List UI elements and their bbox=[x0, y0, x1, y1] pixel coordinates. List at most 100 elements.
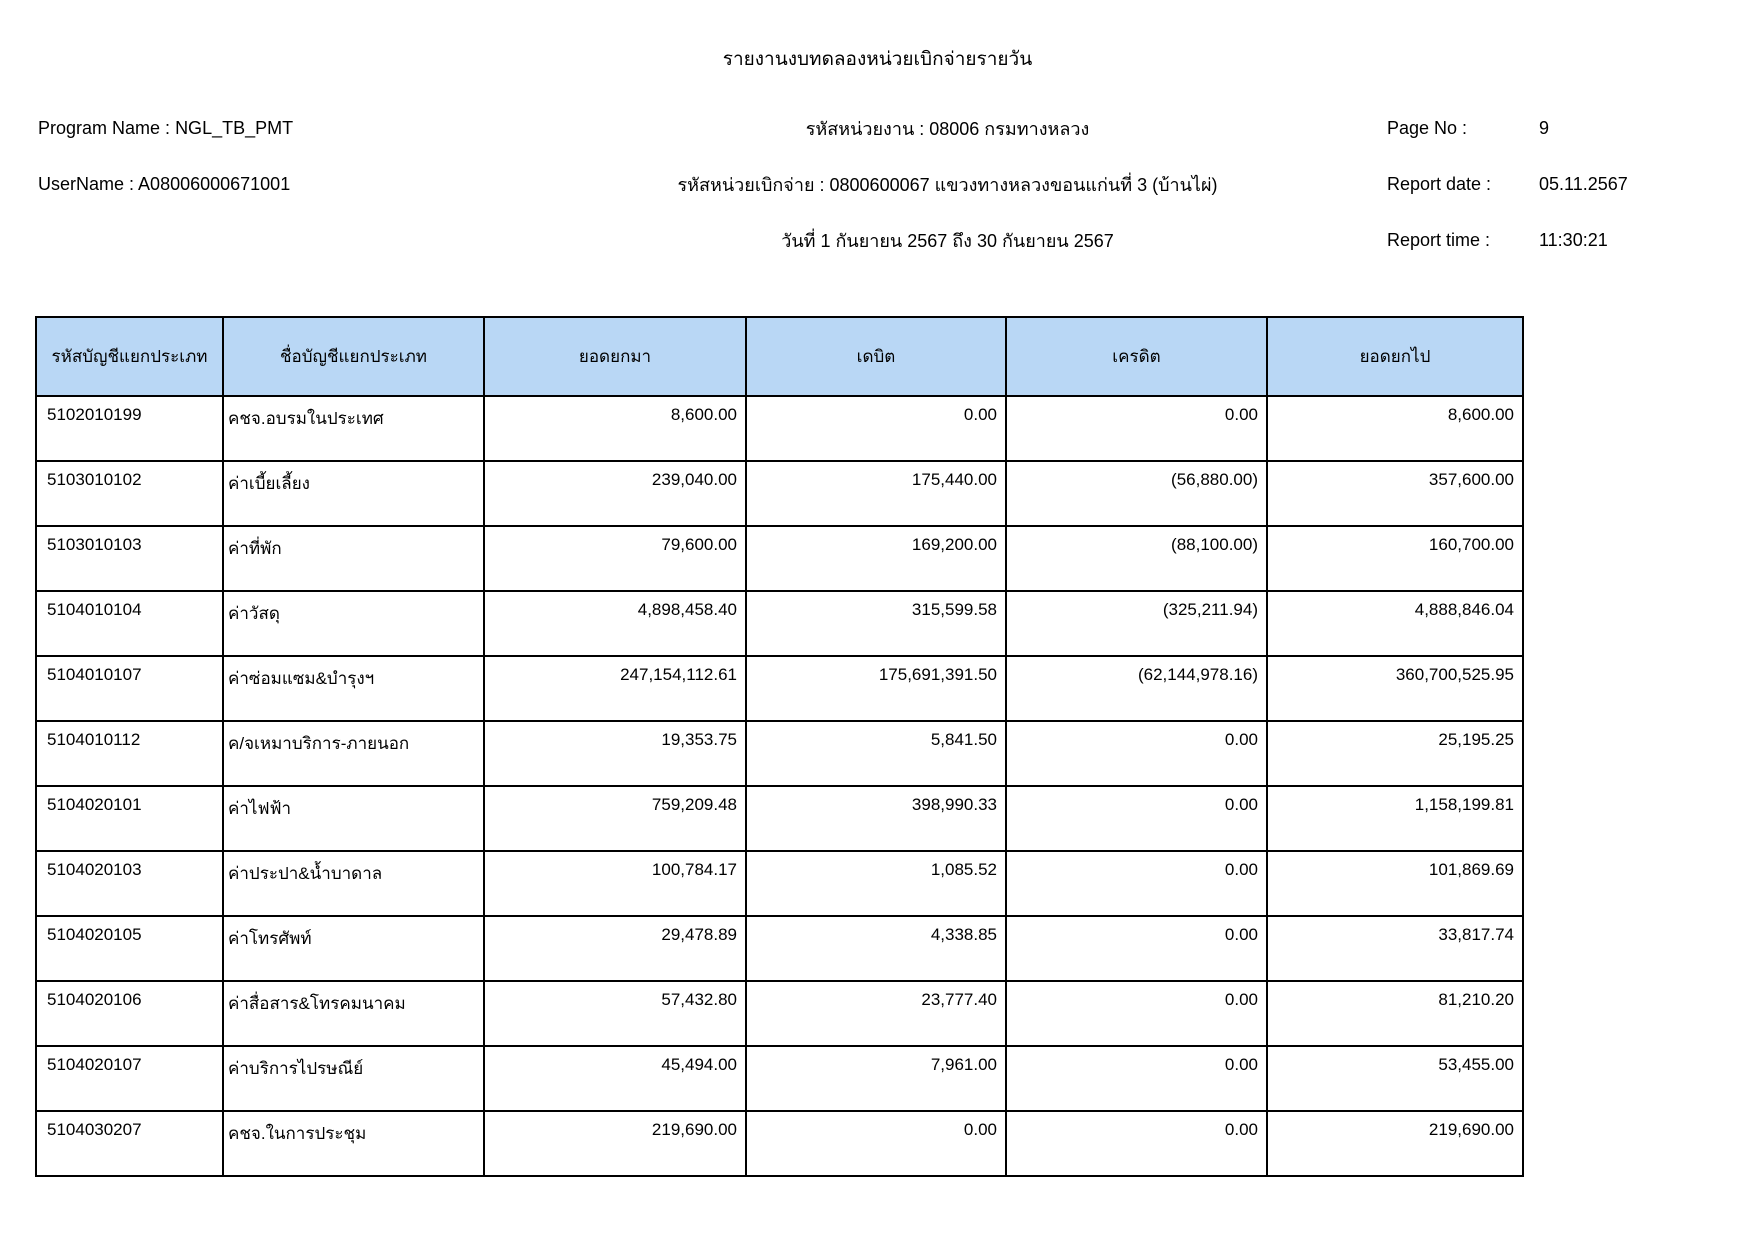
col-header-account-code: รหัสบัญชีแยกประเภท bbox=[35, 316, 224, 397]
account-code-cell: 5104020103 bbox=[35, 850, 224, 917]
carry-forward-cell: 79,600.00 bbox=[483, 525, 747, 592]
carry-forward-cell: 4,898,458.40 bbox=[483, 590, 747, 657]
debit-cell: 398,990.33 bbox=[745, 785, 1007, 852]
table-row: 5104030207 คชจ.ในการประชุม 219,690.00 0.00 0… bbox=[35, 1110, 1524, 1177]
debit-cell: 23,777.40 bbox=[745, 980, 1007, 1047]
meta-row-2: UserName : A08006000671001 รหัสหน่วยเบิก… bbox=[38, 156, 1717, 212]
account-name-cell: ค่าไฟฟ้า bbox=[222, 785, 485, 852]
account-name-cell: ค่าสื่อสาร&โทรคมนาคม bbox=[222, 980, 485, 1047]
account-code-cell: 5103010103 bbox=[35, 525, 224, 592]
table-row: 5104010112 ค/จเหมาบริการ-ภายนอก 19,353.75 5… bbox=[35, 720, 1524, 787]
table-body: 5102010199 คชจ.อบรมในประเทศ 8,600.00 0.00 0.… bbox=[35, 395, 1524, 1177]
account-code-cell: 5104020106 bbox=[35, 980, 224, 1047]
carry-forward-cell: 239,040.00 bbox=[483, 460, 747, 527]
balance-cell: 219,690.00 bbox=[1266, 1110, 1524, 1177]
carry-forward-cell: 8,600.00 bbox=[483, 395, 747, 462]
username-line: UserName : A08006000671001 bbox=[38, 174, 508, 195]
disburse-unit-line: รหัสหน่วยเบิกจ่าย : 0800600067 แขวงทางหล… bbox=[677, 174, 1218, 195]
carry-forward-cell: 19,353.75 bbox=[483, 720, 747, 787]
debit-cell: 175,691,391.50 bbox=[745, 655, 1007, 722]
balance-cell: 357,600.00 bbox=[1266, 460, 1524, 527]
account-code-cell: 5104020101 bbox=[35, 785, 224, 852]
credit-cell: 0.00 bbox=[1005, 850, 1268, 917]
account-code-cell: 5104010112 bbox=[35, 720, 224, 787]
balance-cell: 101,869.69 bbox=[1266, 850, 1524, 917]
table-row: 5104020105 ค่าโทรศัพท์ 29,478.89 4,338.85 0.… bbox=[35, 915, 1524, 982]
carry-forward-cell: 247,154,112.61 bbox=[483, 655, 747, 722]
table-row: 5103010103 ค่าที่พัก 79,600.00 169,200.00 (8… bbox=[35, 525, 1524, 592]
credit-cell: (56,880.00) bbox=[1005, 460, 1268, 527]
credit-cell: 0.00 bbox=[1005, 720, 1268, 787]
account-code-cell: 5104010104 bbox=[35, 590, 224, 657]
debit-cell: 315,599.58 bbox=[745, 590, 1007, 657]
account-code-cell: 5104010107 bbox=[35, 655, 224, 722]
account-code-cell: 5104030207 bbox=[35, 1110, 224, 1177]
balance-cell: 1,158,199.81 bbox=[1266, 785, 1524, 852]
debit-cell: 175,440.00 bbox=[745, 460, 1007, 527]
credit-cell: 0.00 bbox=[1005, 1045, 1268, 1112]
table-row: 5104020106 ค่าสื่อสาร&โทรคมนาคม 57,432.80 2… bbox=[35, 980, 1524, 1047]
period-line: วันที่ 1 กันยายน 2567 ถึง 30 กันยายน 256… bbox=[781, 230, 1114, 251]
account-code-cell: 5104020107 bbox=[35, 1045, 224, 1112]
col-header-carry-forward: ยอดยกมา bbox=[483, 316, 747, 397]
table-header-row: รหัสบัญชีแยกประเภท ชื่อบัญชีแยกประเภท ยอ… bbox=[35, 316, 1524, 397]
report-date-label: Report date : bbox=[1387, 173, 1492, 194]
account-name-cell: ค่าโทรศัพท์ bbox=[222, 915, 485, 982]
carry-forward-cell: 45,494.00 bbox=[483, 1045, 747, 1112]
credit-cell: 0.00 bbox=[1005, 980, 1268, 1047]
agency-line: รหัสหน่วยงาน : 08006 กรมทางหลวง bbox=[805, 118, 1090, 139]
report-date-value: 05.11.2567 bbox=[1539, 173, 1628, 194]
account-name-cell: คชจ.ในการประชุม bbox=[222, 1110, 485, 1177]
col-header-account-name: ชื่อบัญชีแยกประเภท bbox=[222, 316, 485, 397]
credit-cell: 0.00 bbox=[1005, 785, 1268, 852]
balance-cell: 53,455.00 bbox=[1266, 1045, 1524, 1112]
report-time-value: 11:30:21 bbox=[1539, 229, 1608, 250]
debit-cell: 5,841.50 bbox=[745, 720, 1007, 787]
meta-row-3: วันที่ 1 กันยายน 2567 ถึง 30 กันยายน 256… bbox=[38, 212, 1717, 268]
carry-forward-cell: 100,784.17 bbox=[483, 850, 747, 917]
col-header-credit: เครดิต bbox=[1005, 316, 1268, 397]
account-name-cell: ค่าบริการไปรษณีย์ bbox=[222, 1045, 485, 1112]
account-name-cell: ค่าเบี้ยเลี้ยง bbox=[222, 460, 485, 527]
debit-cell: 4,338.85 bbox=[745, 915, 1007, 982]
table-row: 5104020107 ค่าบริการไปรษณีย์ 45,494.00 7,96… bbox=[35, 1045, 1524, 1112]
carry-forward-cell: 57,432.80 bbox=[483, 980, 747, 1047]
carry-forward-cell: 29,478.89 bbox=[483, 915, 747, 982]
page-no-line: Page No : 9 bbox=[1387, 118, 1717, 139]
debit-cell: 0.00 bbox=[745, 1110, 1007, 1177]
program-name-label: Program Name : bbox=[38, 117, 171, 138]
table-row: 5104020101 ค่าไฟฟ้า 759,209.48 398,990.33 0.… bbox=[35, 785, 1524, 852]
report-time-line: Report time : 11:30:21 bbox=[1387, 230, 1717, 251]
table-row: 5103010102 ค่าเบี้ยเลี้ยง 239,040.00 175,44… bbox=[35, 460, 1524, 527]
report-meta: Program Name : NGL_TB_PMT รหัสหน่วยงาน :… bbox=[0, 100, 1755, 268]
balance-cell: 33,817.74 bbox=[1266, 915, 1524, 982]
carry-forward-cell: 219,690.00 bbox=[483, 1110, 747, 1177]
meta-row-1: Program Name : NGL_TB_PMT รหัสหน่วยงาน :… bbox=[38, 100, 1717, 156]
credit-cell: 0.00 bbox=[1005, 1110, 1268, 1177]
credit-cell: (88,100.00) bbox=[1005, 525, 1268, 592]
debit-cell: 0.00 bbox=[745, 395, 1007, 462]
account-name-cell: ค่าซ่อมแซม&บำรุงฯ bbox=[222, 655, 485, 722]
balance-cell: 160,700.00 bbox=[1266, 525, 1524, 592]
account-code-cell: 5103010102 bbox=[35, 460, 224, 527]
credit-cell: (62,144,978.16) bbox=[1005, 655, 1268, 722]
balance-cell: 8,600.00 bbox=[1266, 395, 1524, 462]
program-name-line: Program Name : NGL_TB_PMT bbox=[38, 118, 508, 139]
credit-cell: 0.00 bbox=[1005, 395, 1268, 462]
page-title: รายงานงบทดลองหน่วยเบิกจ่ายรายวัน bbox=[722, 49, 1033, 70]
carry-forward-cell: 759,209.48 bbox=[483, 785, 747, 852]
report-date-line: Report date : 05.11.2567 bbox=[1387, 174, 1717, 195]
username-value: A08006000671001 bbox=[138, 173, 291, 194]
credit-cell: (325,211.94) bbox=[1005, 590, 1268, 657]
table-row: 5104020103 ค่าประปา&น้ำบาดาล 100,784.17 1,0… bbox=[35, 850, 1524, 917]
report-time-label: Report time : bbox=[1387, 229, 1491, 250]
balance-cell: 81,210.20 bbox=[1266, 980, 1524, 1047]
col-header-balance: ยอดยกไป bbox=[1266, 316, 1524, 397]
program-name-value: NGL_TB_PMT bbox=[175, 117, 294, 138]
page-no-value: 9 bbox=[1539, 117, 1550, 138]
account-name-cell: ค่าวัสดุ bbox=[222, 590, 485, 657]
username-label: UserName : bbox=[38, 173, 135, 194]
trial-balance-table: รหัสบัญชีแยกประเภท ชื่อบัญชีแยกประเภท ยอ… bbox=[35, 316, 1524, 1177]
table-row: 5102010199 คชจ.อบรมในประเทศ 8,600.00 0.00 0.… bbox=[35, 395, 1524, 462]
account-name-cell: ค่าที่พัก bbox=[222, 525, 485, 592]
